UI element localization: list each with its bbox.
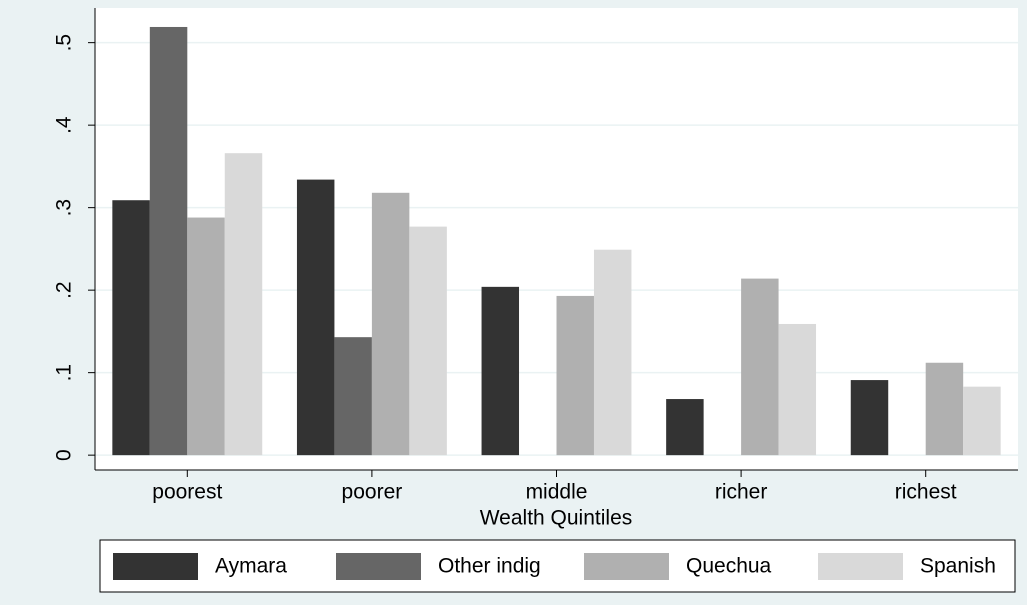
bar — [556, 295, 594, 456]
bar — [334, 337, 372, 456]
y-tick-label: 0 — [53, 449, 76, 461]
bar — [741, 278, 779, 456]
bar — [371, 192, 410, 456]
legend-label: Aymara — [215, 555, 287, 578]
legend-swatch — [113, 553, 198, 580]
legend-label: Quechua — [686, 555, 772, 578]
x-tick-label: middle — [526, 481, 588, 504]
y-tick-label: .2 — [53, 281, 76, 299]
y-tick-label: .1 — [53, 364, 76, 382]
y-tick-label: .3 — [53, 199, 76, 217]
x-tick-label: poorer — [342, 481, 403, 504]
bar — [778, 323, 817, 456]
bar — [149, 26, 188, 456]
bar — [963, 386, 1001, 456]
bar — [296, 179, 335, 456]
bar — [925, 362, 964, 456]
bar — [593, 249, 632, 456]
legend-label: Other indig — [438, 555, 541, 578]
legend-swatch — [818, 553, 903, 580]
bar — [224, 153, 263, 456]
legend-swatch — [584, 553, 669, 580]
bar — [112, 200, 150, 456]
bar — [666, 399, 704, 456]
bar — [409, 226, 447, 456]
legend-label: Spanish — [920, 555, 996, 578]
x-tick-label: richer — [715, 481, 768, 504]
bar — [187, 217, 225, 456]
y-tick-label: .5 — [53, 34, 76, 52]
y-tick-label: .4 — [53, 116, 76, 134]
x-tick-label: richest — [895, 481, 957, 504]
x-tick-label: poorest — [152, 481, 222, 504]
x-axis-title: Wealth Quintiles — [480, 507, 633, 530]
bar — [850, 380, 889, 456]
legend-swatch — [336, 553, 421, 580]
bar — [481, 286, 520, 456]
